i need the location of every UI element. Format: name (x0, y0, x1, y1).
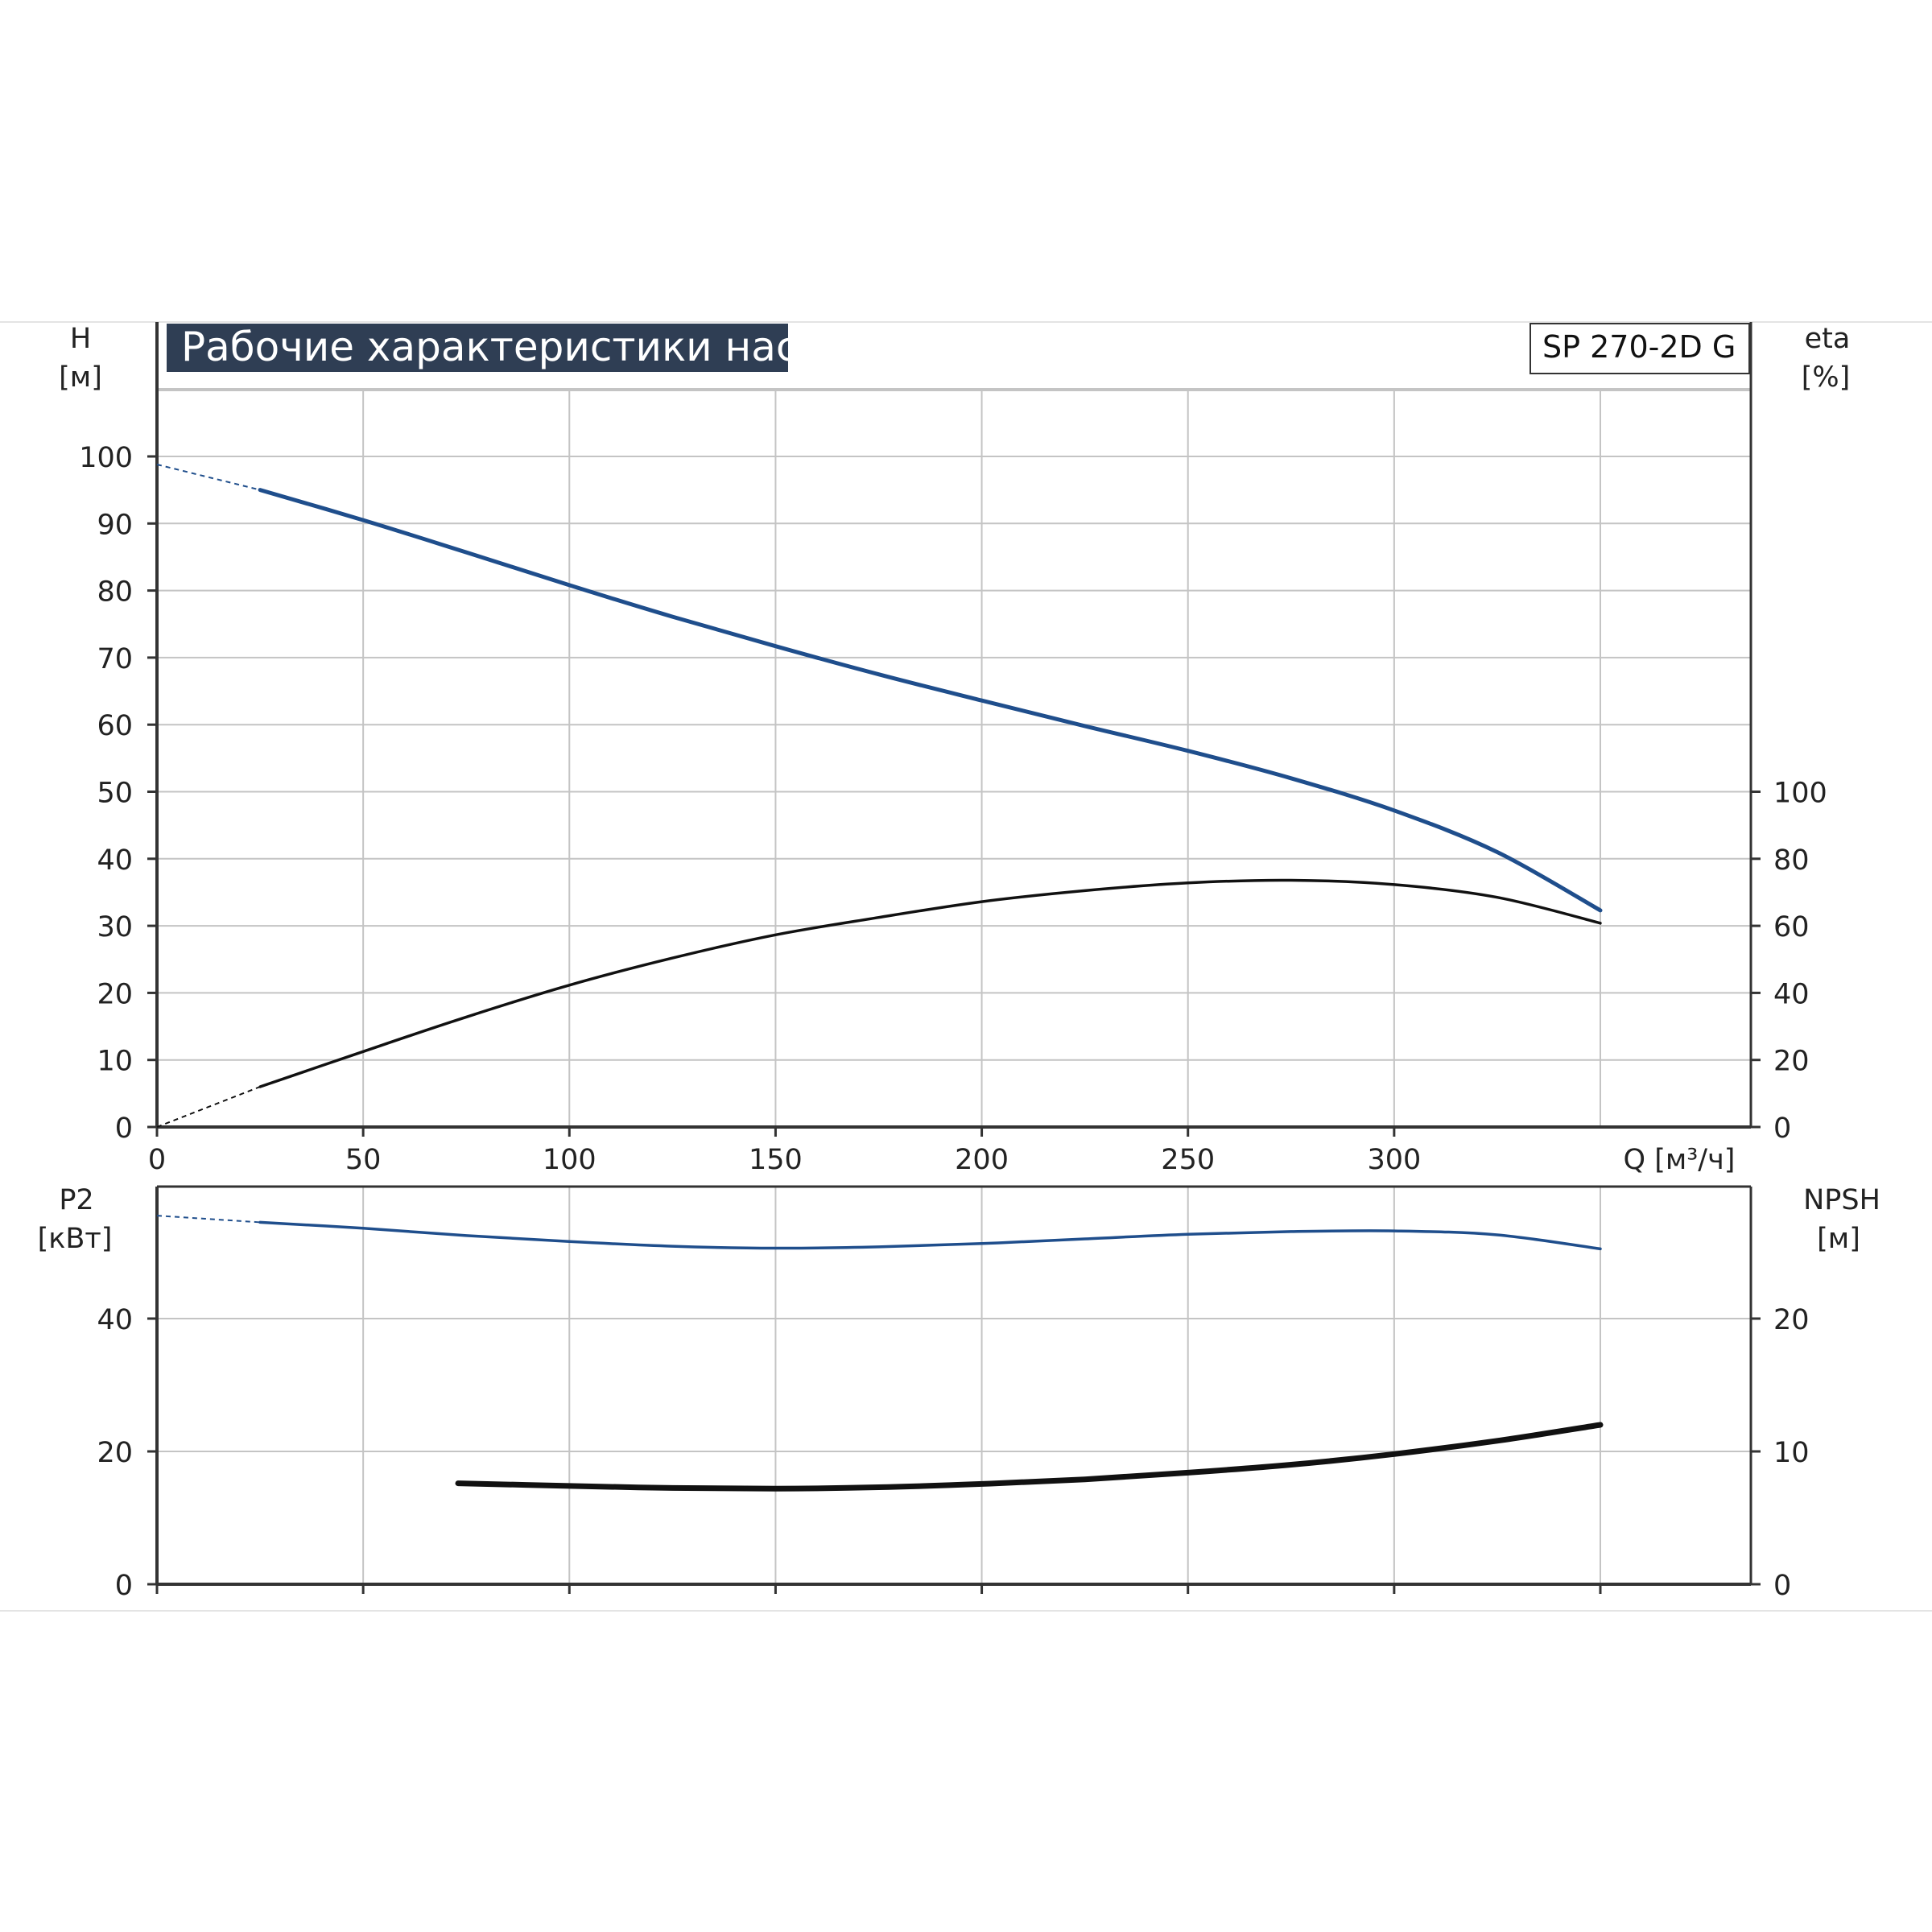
y-right-tick-label: 60 (1773, 911, 1810, 943)
x-tick-label: 300 (1367, 1144, 1421, 1176)
npsh-axis-label: NPSH (1803, 1184, 1880, 1216)
model-label: SP 270-2D G (1542, 329, 1736, 365)
y-left-tick-label: 0 (115, 1113, 133, 1145)
y-left-tick-label: 20 (97, 978, 133, 1010)
x-tick-label: 100 (543, 1144, 597, 1176)
series-extrapolation-0-1 (156, 1086, 261, 1128)
chart-title: Рабочие характеристики насоса (181, 324, 869, 370)
y-right-tick-label: 20 (1773, 1304, 1810, 1336)
series-curve-1-1 (455, 1422, 1604, 1492)
bottom-chart-grid (147, 1185, 1761, 1594)
y-left-tick-label: 50 (97, 778, 133, 810)
y-left-tick-label: 100 (79, 442, 133, 474)
top-chart-grid (147, 322, 1761, 1137)
y-left-tick-label: 60 (97, 710, 133, 742)
y-left-tick-label: 10 (97, 1046, 133, 1078)
npsh-axis-unit: [м] (1817, 1223, 1860, 1255)
y-right-tick-label: 20 (1773, 1046, 1810, 1078)
y-left-tick-label: 40 (97, 1304, 133, 1336)
y-left-tick-label: 40 (97, 844, 133, 877)
y-right-tick-label: 40 (1773, 978, 1810, 1010)
eta-axis-unit: [%] (1802, 361, 1851, 394)
y-right-tick-label: 80 (1773, 844, 1810, 877)
y-right-tick-label: 100 (1773, 778, 1827, 810)
y-left-tick-label: 30 (97, 911, 133, 943)
y-left-tick-label: 70 (97, 643, 133, 675)
chart-title-background (167, 324, 788, 372)
h-axis-unit: [м] (59, 361, 102, 394)
y-right-tick-label: 0 (1773, 1570, 1791, 1602)
y-right-tick-label: 0 (1773, 1113, 1791, 1145)
q-axis-label: Q [м³/ч] (1624, 1144, 1736, 1176)
top-chart-series (156, 464, 1603, 1128)
p2-axis-label: P2 (59, 1184, 93, 1216)
series-extrapolation-1-0 (156, 1215, 261, 1224)
y-left-tick-label: 20 (97, 1437, 133, 1469)
series-curve-0-0 (258, 488, 1603, 913)
eta-axis-label: eta (1805, 323, 1851, 355)
y-right-tick-label: 10 (1773, 1437, 1810, 1469)
p2-axis-unit: [кВт] (38, 1223, 113, 1255)
x-tick-label: 0 (148, 1144, 166, 1176)
x-tick-label: 150 (749, 1144, 803, 1176)
h-axis-label: H (70, 323, 91, 355)
y-left-tick-label: 90 (97, 509, 133, 541)
bottom-chart-series (156, 1215, 1604, 1492)
y-left-tick-label: 0 (115, 1570, 133, 1602)
series-curve-0-1 (258, 878, 1602, 1088)
series-curve-1-0 (258, 1220, 1602, 1251)
series-extrapolation-0-0 (156, 464, 261, 491)
x-tick-label: 50 (345, 1144, 382, 1176)
x-tick-label: 250 (1161, 1144, 1215, 1176)
y-left-tick-label: 80 (97, 576, 133, 609)
x-tick-label: 200 (955, 1144, 1009, 1176)
model-badge (1530, 323, 1750, 374)
